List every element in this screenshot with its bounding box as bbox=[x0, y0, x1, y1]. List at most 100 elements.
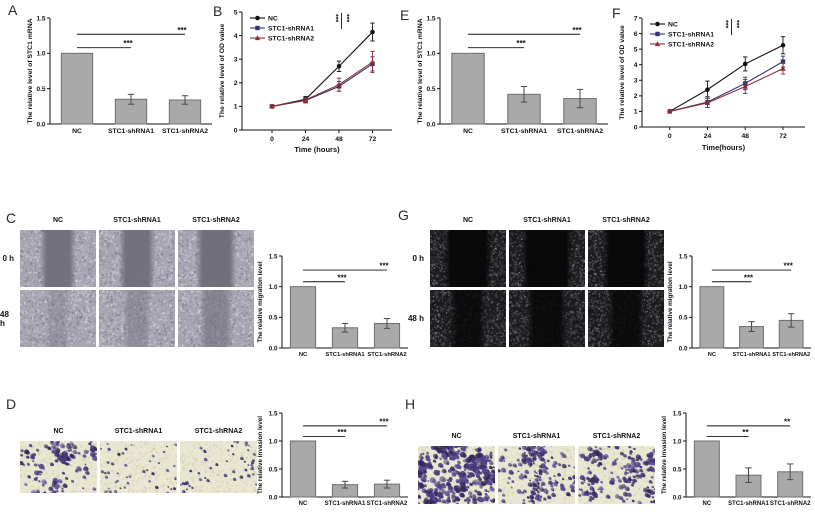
svg-text:24: 24 bbox=[302, 136, 310, 143]
svg-text:STC1-shRNA1: STC1-shRNA1 bbox=[733, 352, 771, 358]
microscopy-image bbox=[99, 290, 175, 347]
svg-text:STC1-shRNA1: STC1-shRNA1 bbox=[325, 501, 366, 507]
panel-f: F 0 1 2 3 4 5 6 7 0 24 48 72 Time(hours) The relative… bbox=[610, 0, 815, 170]
svg-text:5: 5 bbox=[234, 9, 238, 16]
svg-text:STC1-shRNA2: STC1-shRNA2 bbox=[162, 128, 208, 135]
svg-text:**: ** bbox=[742, 428, 749, 437]
svg-text:***: *** bbox=[783, 262, 793, 271]
svg-text:5: 5 bbox=[634, 46, 638, 53]
svg-text:2: 2 bbox=[634, 93, 638, 100]
grid-corner bbox=[0, 424, 17, 438]
bars: NC STC1-shRNA1 STC1-shRNA2 bbox=[61, 53, 208, 135]
microscopy-image bbox=[99, 230, 175, 287]
svg-text:The relative invasion level: The relative invasion level bbox=[257, 416, 264, 494]
column-label: NC bbox=[20, 424, 97, 438]
microscopy-image bbox=[498, 446, 575, 504]
svg-text:STC1-shRNA2: STC1-shRNA2 bbox=[772, 352, 810, 358]
svg-text:The relative migration level: The relative migration level bbox=[257, 261, 264, 342]
panel-a: A 0.0 0.5 1.0 1.5 The relative level of STC1… bbox=[0, 0, 210, 170]
column-label: NC bbox=[430, 213, 506, 227]
svg-text:STC1-shRNA1: STC1-shRNA1 bbox=[668, 31, 714, 38]
svg-text:STC1-shRNA2: STC1-shRNA2 bbox=[557, 128, 603, 135]
svg-text:***: *** bbox=[516, 39, 526, 48]
svg-text:6: 6 bbox=[634, 31, 638, 38]
bars: NC STC1-shRNA1 STC1-shRNA2 bbox=[290, 287, 406, 358]
panel-letter-d: D bbox=[6, 396, 16, 412]
svg-text:NC: NC bbox=[463, 128, 473, 135]
microscopy-image bbox=[100, 441, 177, 493]
svg-text:***: *** bbox=[379, 417, 389, 426]
panel-c: C NC STC1-shRNA1 STC1-shRNA2 0 h 48 h 0.0 0.5… bbox=[0, 205, 415, 370]
svg-text:***: *** bbox=[722, 20, 729, 28]
svg-text:STC1-shRNA1: STC1-shRNA1 bbox=[268, 25, 314, 32]
svg-text:Time (hours): Time (hours) bbox=[294, 145, 340, 154]
svg-text:0.5: 0.5 bbox=[426, 86, 435, 93]
svg-text:1.5: 1.5 bbox=[269, 410, 278, 417]
svg-text:1.0: 1.0 bbox=[36, 51, 45, 58]
svg-text:48: 48 bbox=[335, 136, 343, 143]
svg-text:STC1-shRNA2: STC1-shRNA2 bbox=[268, 35, 314, 42]
svg-text:0.5: 0.5 bbox=[679, 315, 688, 322]
bar-chart-stc1-mrna-e: 0.0 0.5 1.0 1.5The relative level of STC1 m… bbox=[414, 6, 614, 146]
significance: *** *** bbox=[468, 26, 583, 48]
bar-chart-invasion-d: 0.00.51.01.5The relative invasion levelN… bbox=[252, 396, 412, 516]
wound-healing-grid-g: NC STC1-shRNA1 STC1-shRNA2 0 h 48 h bbox=[395, 213, 664, 347]
row-label: 48 h bbox=[395, 290, 427, 347]
microscopy-image bbox=[180, 441, 257, 493]
invasion-grid-d: NC STC1-shRNA1 STC1-shRNA2 bbox=[0, 424, 257, 493]
svg-text:STC1-shRNA2: STC1-shRNA2 bbox=[668, 41, 714, 48]
bars: NC STC1-shRNA1 STC1-shRNA2 bbox=[452, 53, 603, 135]
column-label: STC1-shRNA2 bbox=[578, 429, 655, 443]
svg-text:The relative level of OD value: The relative level of OD value bbox=[219, 24, 226, 119]
microscopy-image bbox=[588, 290, 664, 347]
panel-letter-a: A bbox=[8, 2, 17, 18]
svg-text:0.0: 0.0 bbox=[679, 345, 688, 352]
microscopy-image bbox=[588, 230, 664, 287]
microscopy-image bbox=[178, 290, 254, 347]
row-label bbox=[0, 441, 17, 493]
legend: NC STC1-shRNA1 STC1-shRNA2 bbox=[250, 15, 314, 42]
panel-g: G NC STC1-shRNA1 STC1-shRNA2 0 h 48 h 0.0 0.5… bbox=[395, 200, 815, 370]
svg-text:3: 3 bbox=[634, 78, 638, 85]
svg-text:0.0: 0.0 bbox=[269, 345, 278, 352]
column-label: STC1-shRNA1 bbox=[509, 213, 585, 227]
line-chart-od-b: 0123450 24 48 72Time (hours)The relative le… bbox=[216, 4, 402, 160]
significance: *** *** bbox=[712, 262, 794, 283]
significance: *** *** bbox=[77, 26, 188, 48]
svg-text:0: 0 bbox=[668, 133, 672, 140]
svg-text:NC: NC bbox=[299, 501, 308, 507]
svg-text:0: 0 bbox=[234, 127, 238, 134]
svg-text:***: *** bbox=[343, 14, 350, 22]
column-label: STC1-shRNA1 bbox=[100, 424, 177, 438]
svg-text:NC: NC bbox=[702, 501, 711, 507]
svg-text:NC: NC bbox=[708, 352, 716, 358]
microscopy-image bbox=[430, 290, 506, 347]
svg-text:***: *** bbox=[123, 39, 133, 48]
microscopy-image bbox=[578, 446, 655, 504]
bar-chart-migration-c: 0.00.51.01.5The relative migration level… bbox=[252, 242, 412, 360]
series-STC1-shRNA1 bbox=[668, 56, 786, 113]
significance: *** *** bbox=[303, 417, 390, 437]
svg-text:***: *** bbox=[572, 26, 582, 35]
microscopy-image bbox=[20, 290, 96, 347]
svg-text:1.0: 1.0 bbox=[679, 284, 688, 291]
column-label: STC1-shRNA1 bbox=[498, 429, 575, 443]
svg-text:72: 72 bbox=[779, 133, 787, 140]
grid-corner bbox=[395, 213, 427, 227]
bar-chart-migration-g: 0.0 0.5 1.0 1.5 The relative migration level… bbox=[662, 242, 815, 360]
svg-text:48: 48 bbox=[741, 133, 749, 140]
svg-text:NC: NC bbox=[72, 128, 82, 135]
svg-text:0.0: 0.0 bbox=[269, 494, 278, 501]
svg-text:NC: NC bbox=[299, 352, 308, 358]
svg-text:0.0: 0.0 bbox=[673, 494, 682, 501]
svg-text:1.0: 1.0 bbox=[426, 51, 435, 58]
bars: NC STC1-shRNA1 STC1-shRNA2 bbox=[290, 441, 408, 507]
svg-text:The relative migration level: The relative migration level bbox=[667, 261, 674, 342]
svg-text:1.5: 1.5 bbox=[36, 15, 45, 22]
microscopy-image bbox=[430, 230, 506, 287]
svg-text:1.5: 1.5 bbox=[679, 253, 688, 260]
panel-letter-h: H bbox=[405, 396, 415, 412]
panel-d: D NC STC1-shRNA1 STC1-shRNA2 0.0 0.5 1.0 1.5 T… bbox=[0, 388, 415, 518]
svg-text:4: 4 bbox=[234, 33, 238, 40]
row-label bbox=[400, 446, 415, 504]
